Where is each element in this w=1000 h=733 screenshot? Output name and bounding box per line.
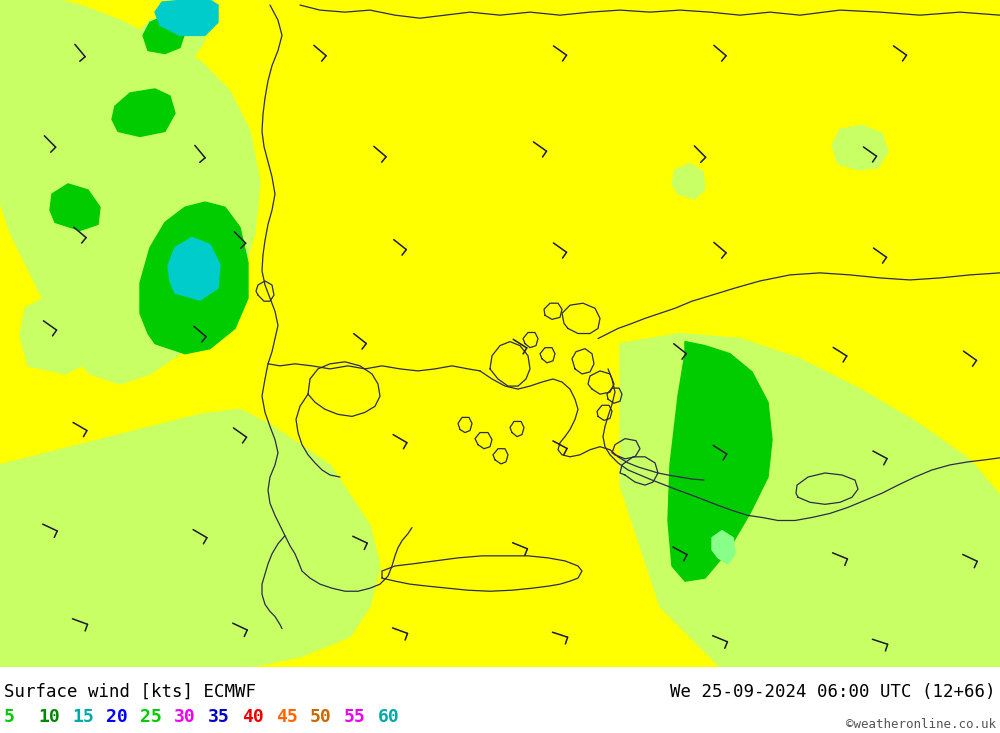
Polygon shape xyxy=(140,202,248,354)
Polygon shape xyxy=(0,0,1000,667)
Polygon shape xyxy=(668,342,772,581)
Polygon shape xyxy=(155,0,218,35)
Text: 25: 25 xyxy=(140,708,162,726)
Polygon shape xyxy=(20,295,88,374)
Text: 30: 30 xyxy=(174,708,196,726)
Polygon shape xyxy=(0,409,380,667)
Text: 35: 35 xyxy=(208,708,230,726)
Polygon shape xyxy=(832,125,888,170)
Polygon shape xyxy=(50,184,100,230)
Text: 5: 5 xyxy=(4,708,15,726)
Polygon shape xyxy=(143,16,185,54)
Polygon shape xyxy=(620,334,1000,667)
Polygon shape xyxy=(132,12,205,66)
Text: 45: 45 xyxy=(276,708,298,726)
Text: 60: 60 xyxy=(378,708,400,726)
Text: 40: 40 xyxy=(242,708,264,726)
Polygon shape xyxy=(0,0,260,384)
Polygon shape xyxy=(25,106,72,150)
Text: 15: 15 xyxy=(72,708,94,726)
Text: ©weatheronline.co.uk: ©weatheronline.co.uk xyxy=(846,718,996,731)
Text: 10: 10 xyxy=(38,708,60,726)
Polygon shape xyxy=(672,163,705,199)
Text: 55: 55 xyxy=(344,708,366,726)
Polygon shape xyxy=(712,531,735,564)
Polygon shape xyxy=(168,237,220,301)
Polygon shape xyxy=(112,89,175,136)
Text: 20: 20 xyxy=(106,708,128,726)
Text: We 25-09-2024 06:00 UTC (12+66): We 25-09-2024 06:00 UTC (12+66) xyxy=(670,683,996,701)
Text: Surface wind [kts] ECMWF: Surface wind [kts] ECMWF xyxy=(4,683,256,701)
Text: 50: 50 xyxy=(310,708,332,726)
